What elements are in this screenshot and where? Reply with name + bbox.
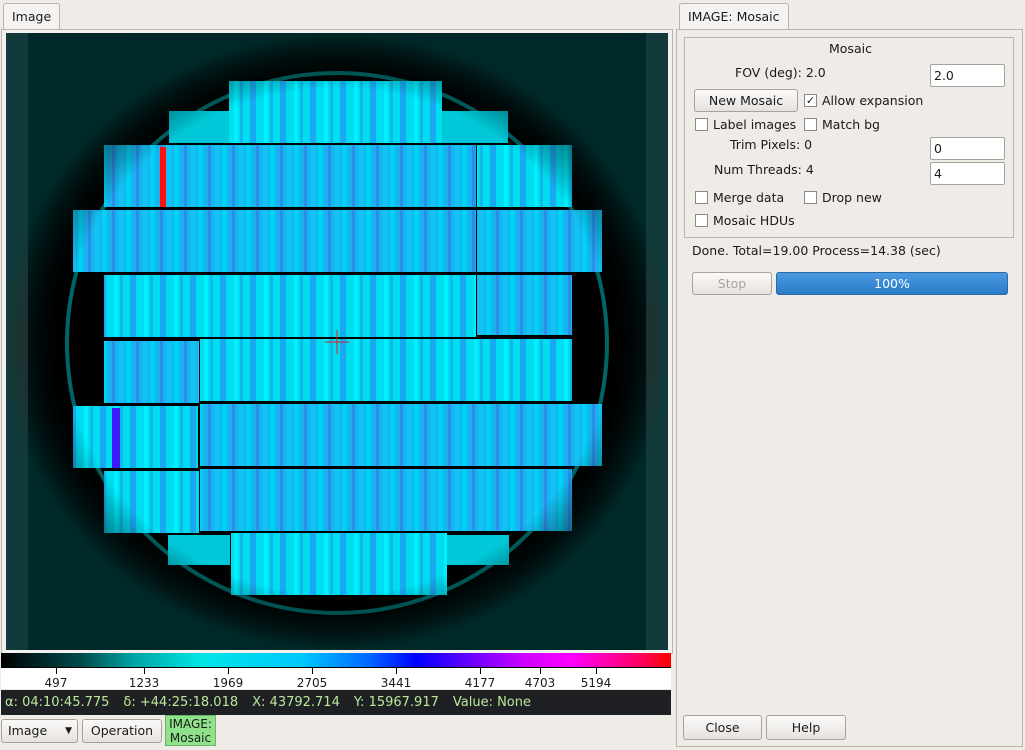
colorbar-tick-label: 4177 [464,676,496,690]
mosaic-hdus-label: Mosaic HDUs [713,213,795,228]
mosaic-image [6,33,668,650]
colorbar-tick [312,668,313,674]
colorbar-tick-label: 1233 [128,676,160,690]
colorbar-tick-label: 5194 [580,676,612,690]
colorbar-tick [596,668,597,674]
colorbar-tick [56,668,57,674]
colorbar-gradient [1,653,671,668]
drop-new-checkbox[interactable] [804,191,817,204]
colorbar-tick-label: 2705 [296,676,328,690]
match-bg-label: Match bg [822,117,880,132]
mode-indicator-line1: IMAGE: [169,717,212,731]
colorbar-tick [480,668,481,674]
fov-label: FOV (deg): 2.0 [735,65,826,80]
help-button[interactable]: Help [766,715,846,740]
match-bg-checkbox[interactable] [804,118,817,131]
merge-data-label: Merge data [713,190,785,205]
coordinate-readout: α: 04:10:45.775 δ: +44:25:18.018 X: 4379… [1,690,671,715]
image-pane [1,29,673,654]
colorbar-tick-label: 497 [44,676,68,690]
image-viewer-canvas[interactable] [6,33,668,650]
x-readout: X: 43792.714 [252,695,340,710]
allow-expansion-label: Allow expansion [822,93,924,108]
mosaic-progress-bar: 100% [776,272,1008,295]
trim-pixels-input[interactable]: 0 [930,137,1005,160]
chevron-down-icon: ▼ [65,726,72,736]
operation-button[interactable]: Operation [82,719,162,743]
ra-readout: α: 04:10:45.775 [5,695,110,710]
image-select[interactable]: Image ▼ [1,719,78,743]
mosaic-group-title: Mosaic [829,41,872,56]
y-readout: Y: 15967.917 [353,695,439,710]
colorbar-tick [144,668,145,674]
fov-input[interactable]: 2.0 [930,64,1005,87]
tab-image-mosaic[interactable]: IMAGE: Mosaic [679,3,789,30]
dec-readout: δ: +44:25:18.018 [123,695,239,710]
allow-expansion-checkbox[interactable]: ✓ [804,94,817,107]
value-readout: Value: None [452,695,532,710]
progress-text: 100% [874,276,910,291]
colorbar-tick-label: 3441 [380,676,412,690]
mosaic-status-text: Done. Total=19.00 Process=14.38 (sec) [692,243,941,258]
mode-indicator-line2: Mosaic [169,731,212,745]
merge-data-checkbox[interactable] [695,191,708,204]
colorbar[interactable]: 497 1233 1969 2705 3441 4177 4703 5194 [1,653,671,690]
trim-pixels-label: Trim Pixels: 0 [730,137,813,152]
close-button[interactable]: Close [683,715,762,740]
num-threads-label: Num Threads: 4 [714,162,814,177]
stop-button[interactable]: Stop [692,272,772,295]
colorbar-tick [228,668,229,674]
label-images-checkbox[interactable] [695,118,708,131]
mosaic-settings-group [684,37,1014,238]
colorbar-tick-label: 4703 [524,676,556,690]
drop-new-label: Drop new [822,190,882,205]
image-select-value: Image [8,723,48,738]
colorbar-tick [396,668,397,674]
num-threads-input[interactable]: 4 [930,162,1005,185]
colorbar-tick-label: 1969 [212,676,244,690]
label-images-label: Label images [713,117,797,132]
tab-image[interactable]: Image [3,3,61,30]
colorbar-tick [540,668,541,674]
mode-indicator: IMAGE: Mosaic [165,715,216,746]
new-mosaic-button[interactable]: New Mosaic [694,89,798,112]
mosaic-hdus-checkbox[interactable] [695,214,708,227]
